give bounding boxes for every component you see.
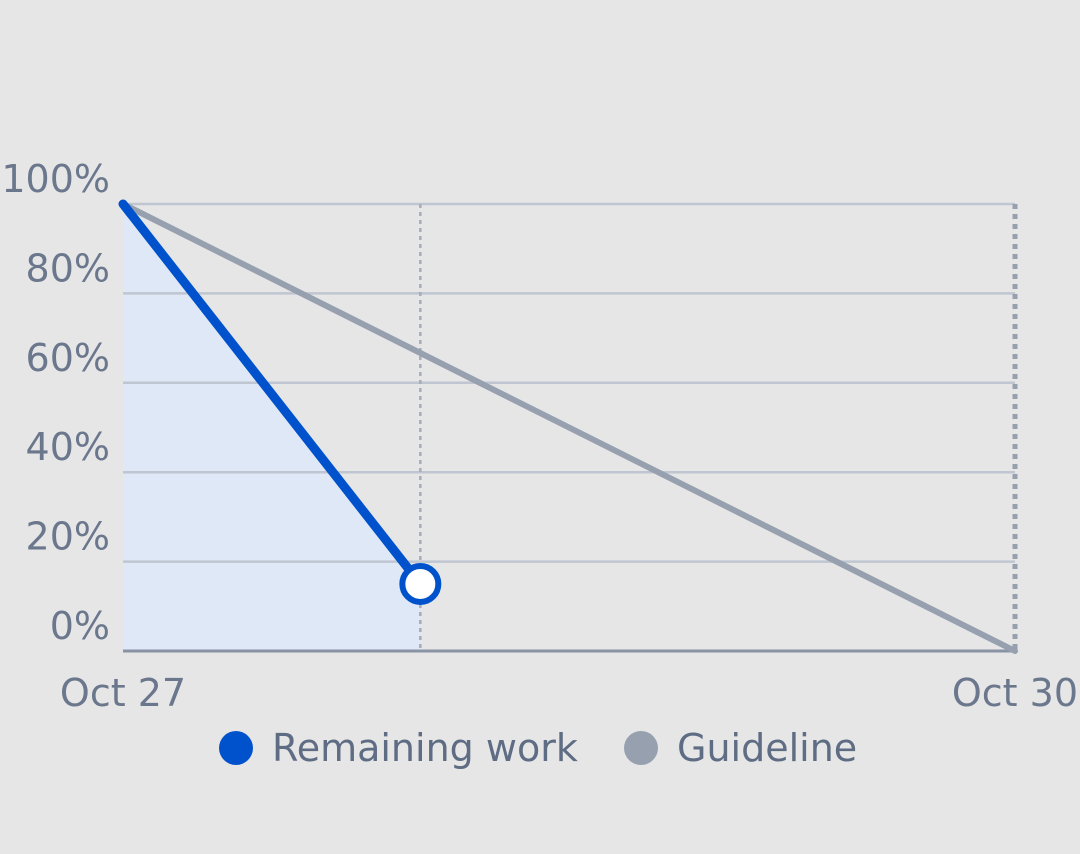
y-tick-label: 100%	[1, 157, 110, 201]
tick-labels: 0% 20% 40% 60% 80% 100% Oct 27 Oct 30	[1, 157, 1078, 715]
y-tick-label: 60%	[26, 336, 110, 380]
guideline-line	[120, 201, 1018, 654]
series-lines	[118, 199, 1018, 654]
legend-swatch	[219, 731, 253, 765]
y-tick-label: 80%	[26, 246, 110, 290]
y-tick-label: 20%	[26, 515, 110, 559]
remaining-work-area	[123, 204, 421, 651]
legend-label: Remaining work	[272, 726, 578, 770]
legend-label: Guideline	[677, 726, 857, 770]
x-tick-label: Oct 30	[952, 671, 1078, 715]
date-markers	[419, 204, 1018, 651]
y-tick-label: 0%	[50, 604, 110, 648]
legend-item-guideline[interactable]: Guideline	[624, 726, 857, 770]
legend-item-remaining-work[interactable]: Remaining work	[219, 726, 578, 770]
legend-swatch	[624, 731, 658, 765]
remaining-work-area-layer	[123, 204, 421, 651]
x-tick-label: Oct 27	[60, 671, 186, 715]
remaining-work-line	[118, 199, 425, 589]
legend[interactable]: Remaining work Guideline	[219, 726, 857, 770]
y-tick-label: 40%	[26, 425, 110, 469]
gridlines	[123, 202, 1015, 563]
remaining-work-point[interactable]	[399, 562, 442, 605]
